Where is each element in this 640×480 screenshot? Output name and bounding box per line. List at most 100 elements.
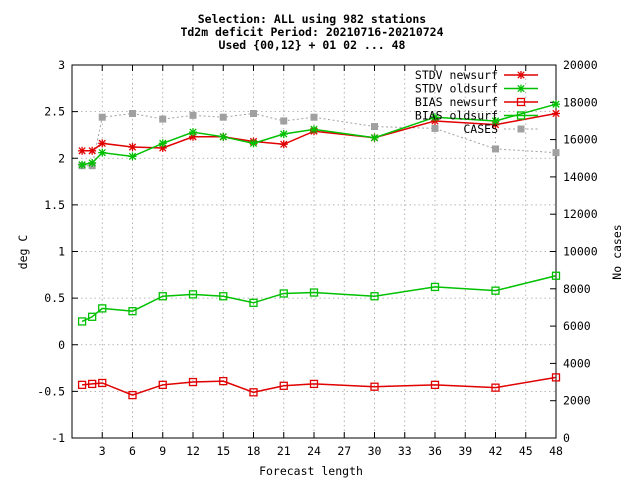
data-point [188, 290, 198, 299]
data-point [189, 111, 197, 119]
data-point [98, 378, 107, 388]
legend-entry: STDV newsurf [415, 68, 538, 82]
data-point [158, 380, 167, 389]
y-axis-label: deg C [16, 235, 30, 270]
y-tick-label: 1.5 [44, 198, 65, 212]
data-point [552, 149, 560, 157]
data-point [219, 132, 228, 141]
series-4 [78, 109, 560, 170]
data-point [310, 125, 318, 134]
data-point [309, 379, 319, 389]
data-point [491, 383, 500, 392]
data-point [249, 298, 258, 307]
data-point [517, 84, 525, 93]
x-tick-label: 24 [307, 444, 321, 458]
data-point [431, 113, 439, 122]
data-point [516, 111, 526, 120]
series-line [82, 376, 557, 396]
data-point [517, 71, 525, 79]
x-tick-label: 42 [489, 444, 503, 458]
y-tick-label: -0.5 [37, 384, 65, 398]
data-point [309, 288, 319, 297]
data-point [371, 123, 378, 131]
data-point [516, 97, 526, 107]
data-point [98, 139, 107, 148]
x-tick-label: 36 [428, 444, 442, 458]
y-tick-label: 0.5 [44, 291, 65, 305]
x-tick-label: 27 [337, 444, 351, 458]
series-line [81, 275, 557, 323]
legend-entry: STDV oldsurf [415, 82, 538, 96]
y2-tick-label: 14000 [563, 170, 598, 184]
legend-label: CASES [463, 122, 498, 136]
data-point [128, 307, 137, 316]
data-point [491, 286, 500, 295]
y2-tick-label: 0 [563, 431, 570, 445]
data-point [551, 373, 561, 382]
series-1 [78, 100, 560, 169]
data-point [279, 289, 288, 298]
data-point [158, 292, 167, 301]
data-point [279, 130, 288, 139]
x-tick-label: 12 [186, 444, 200, 458]
y-tick-label: 2.5 [44, 105, 65, 119]
data-point [370, 133, 379, 142]
data-point [77, 317, 87, 326]
series-2 [77, 373, 561, 400]
data-point [128, 152, 137, 161]
x-tick-label: 30 [368, 444, 382, 458]
data-point [189, 128, 197, 137]
data-point [98, 113, 106, 121]
data-point [98, 148, 107, 157]
y2-tick-label: 12000 [563, 207, 598, 221]
data-point [430, 380, 440, 389]
x-tick-label: 33 [398, 444, 412, 458]
y2-tick-label: 20000 [563, 58, 598, 72]
data-point [88, 312, 97, 321]
data-point [492, 145, 499, 153]
y-tick-label: 2 [58, 151, 65, 165]
y2-tick-label: 10000 [563, 245, 598, 259]
y-tick-label: 0 [58, 338, 65, 352]
y2-axis-label: No cases [610, 224, 624, 279]
x-tick-label: 39 [458, 444, 472, 458]
y2-tick-label: 2000 [563, 394, 591, 408]
data-point [78, 146, 87, 155]
data-point [158, 139, 167, 148]
y-tick-label: 1 [58, 245, 65, 259]
chart-title: Selection: ALL using 982 stations Td2m d… [180, 12, 443, 52]
data-point [279, 381, 288, 390]
data-point [219, 292, 228, 301]
data-point [129, 109, 136, 117]
data-point [491, 116, 500, 125]
x-tick-label: 3 [99, 444, 106, 458]
data-point [552, 100, 560, 109]
data-point [88, 379, 97, 389]
data-point [552, 109, 560, 118]
legend-entry: BIAS newsurf [415, 95, 538, 109]
title-line-3: Used {00,12} + 01 02 ... 48 [219, 38, 406, 52]
x-axis-ticks: 3 6 9 12 15 18 21 24 27 30 33 36 39 42 45 48 [99, 65, 563, 458]
x-tick-label: 9 [159, 444, 166, 458]
series-3 [77, 271, 561, 326]
legend-label: STDV newsurf [415, 68, 498, 82]
y2-axis-ticks: 0 2000 4000 6000 8000 10000 12000 14000 16000 180… [550, 58, 598, 445]
data-point [249, 388, 258, 397]
title-line-1: Selection: ALL using 982 stations [198, 12, 426, 26]
data-point [430, 282, 440, 292]
data-point [280, 117, 288, 125]
x-axis-label: Forecast length [259, 464, 363, 478]
data-point [77, 380, 87, 389]
x-tick-label: 45 [519, 444, 533, 458]
data-point [98, 304, 107, 313]
x-tick-label: 21 [277, 444, 291, 458]
x-tick-label: 48 [549, 444, 563, 458]
x-tick-label: 6 [129, 444, 136, 458]
y2-tick-label: 16000 [563, 133, 598, 147]
y2-tick-label: 4000 [563, 356, 591, 370]
title-line-2: Td2m deficit Period: 20210716-20210724 [180, 25, 443, 39]
y2-tick-label: 6000 [563, 319, 591, 333]
data-point [188, 377, 198, 387]
x-tick-label: 18 [247, 444, 261, 458]
